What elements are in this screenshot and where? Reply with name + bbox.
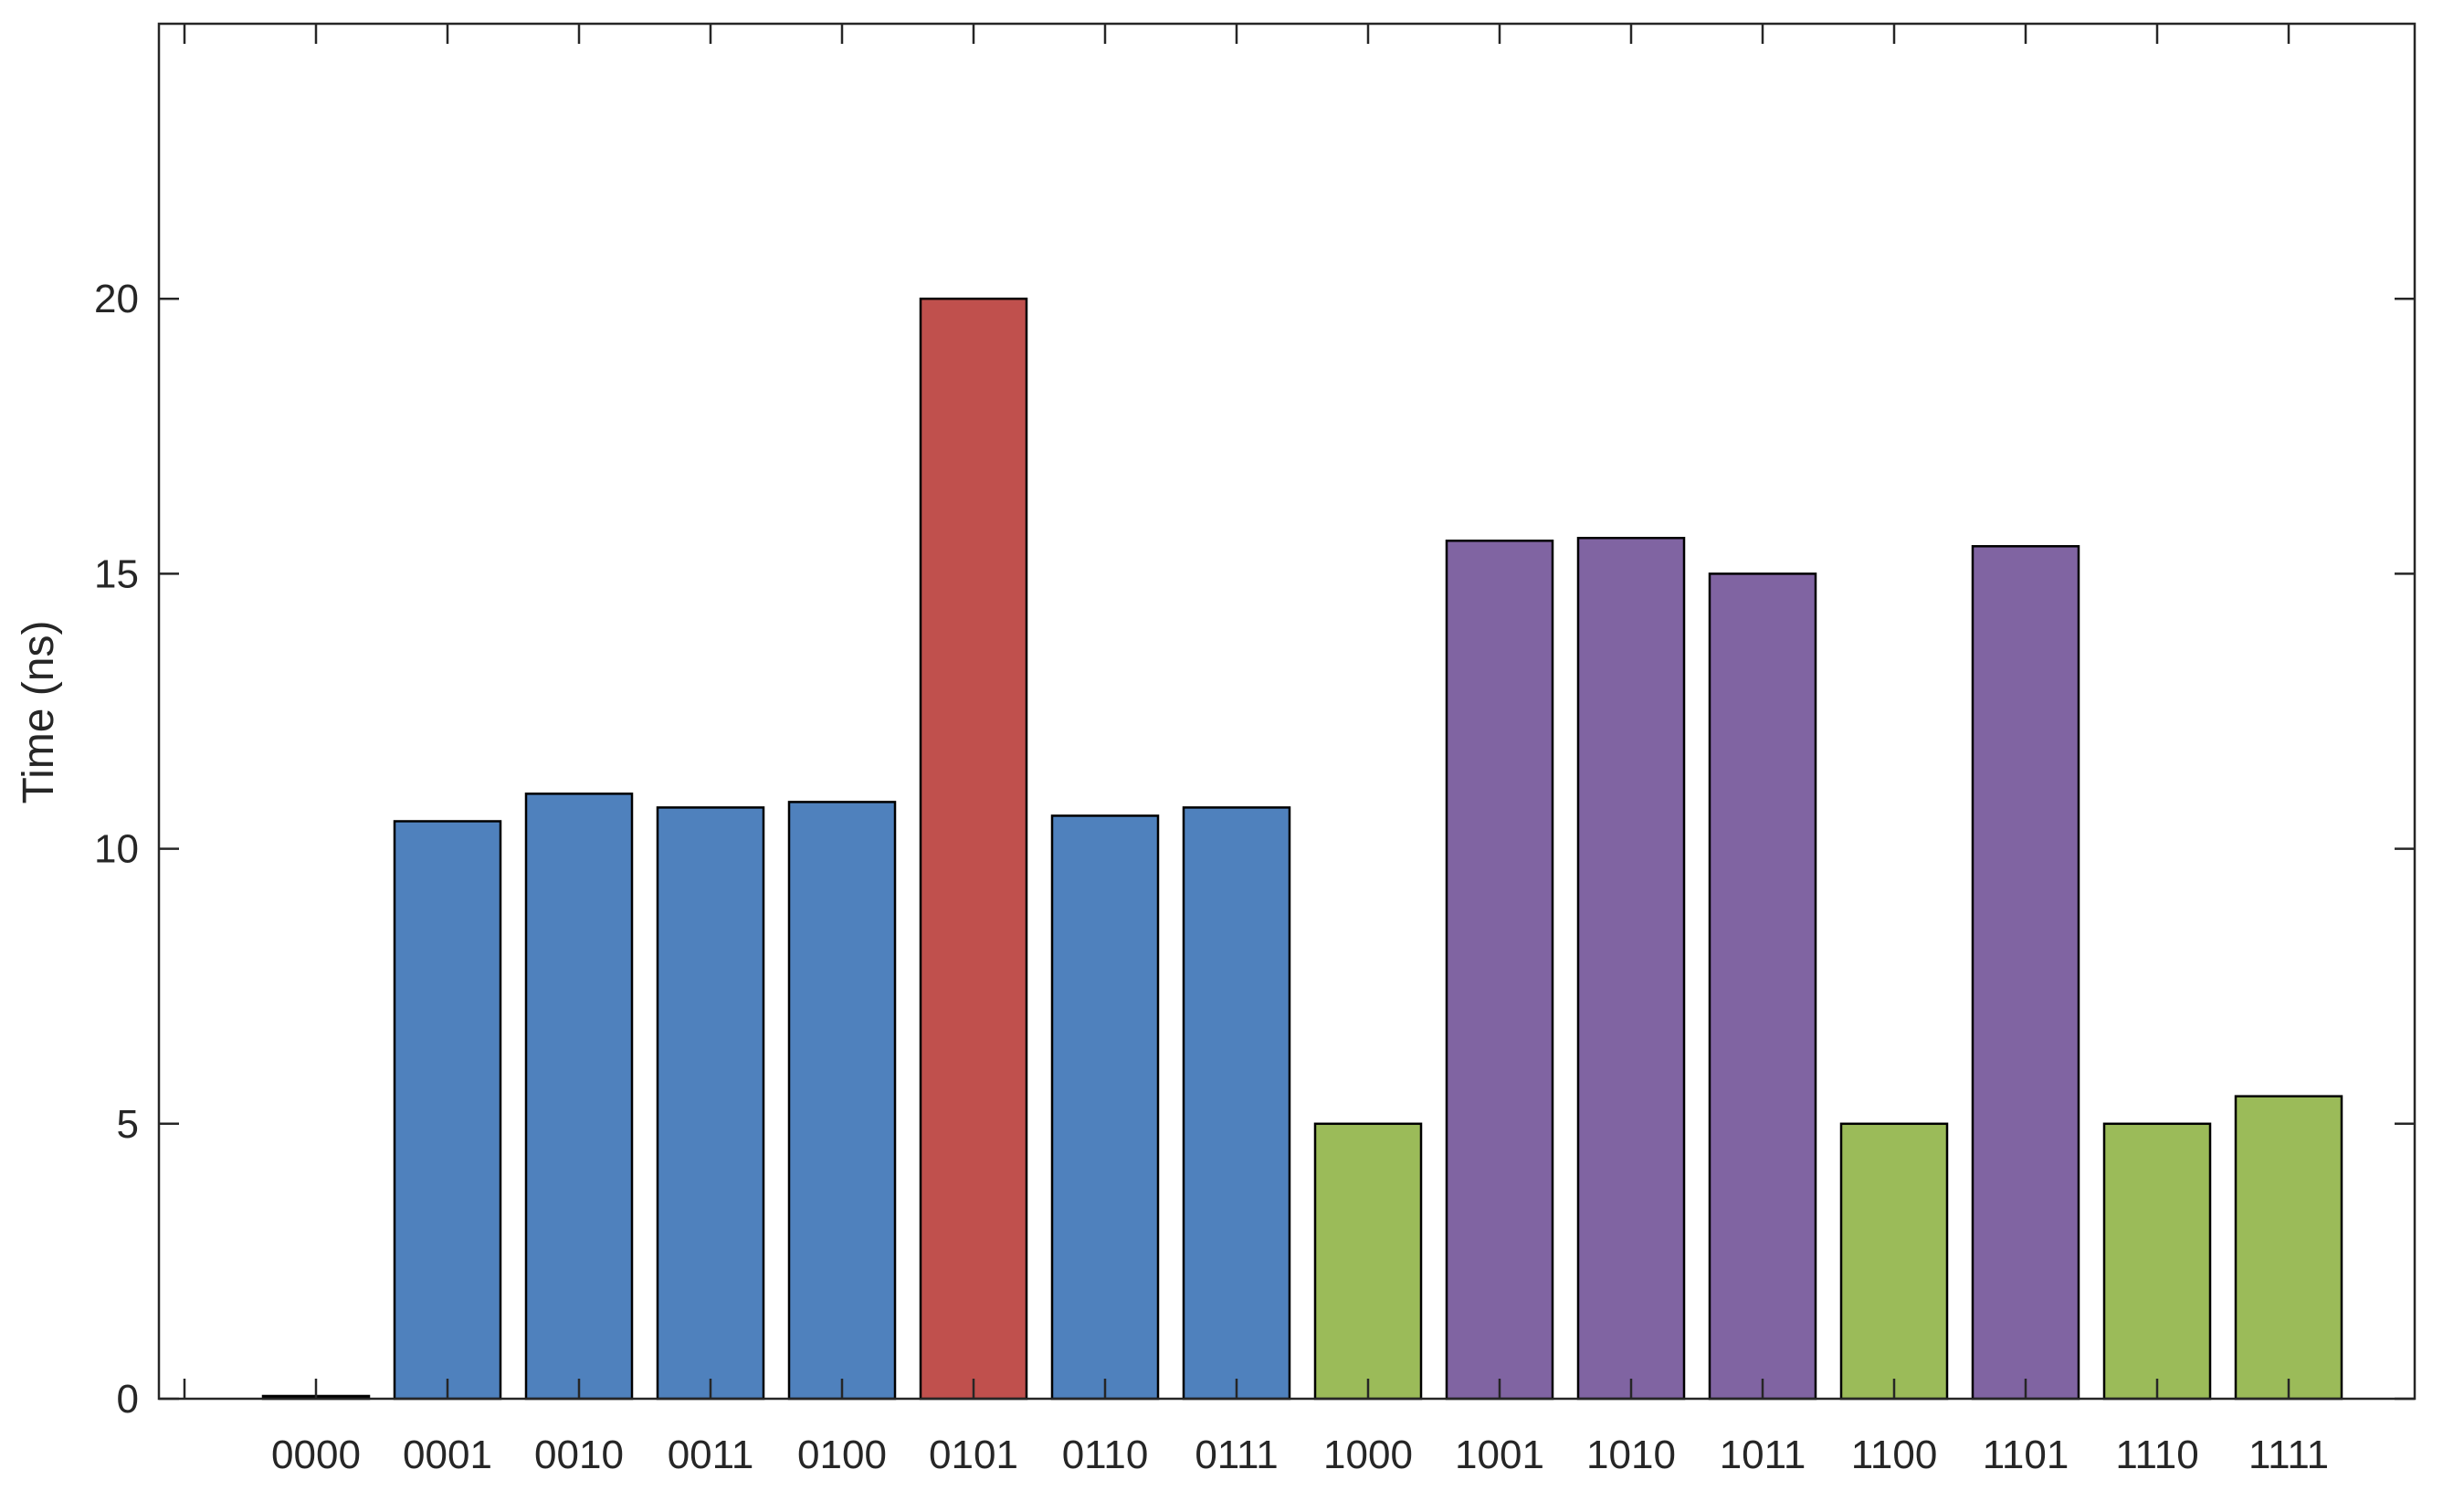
- x-tick-label: 1001: [1455, 1433, 1544, 1477]
- labels-layer: 0 5 10 15 20 0000 0001 0010 0011 0100 0101 0110 0111…: [94, 277, 2329, 1477]
- bar-0110: [1050, 814, 1160, 1401]
- bar-0001: [393, 820, 502, 1401]
- x-tick-label: 1100: [1851, 1433, 1938, 1477]
- x-tick-label: 0001: [403, 1433, 492, 1477]
- bar-0100: [787, 801, 897, 1401]
- x-tick-label: 1010: [1586, 1433, 1676, 1477]
- x-tick-label: 0100: [797, 1433, 887, 1477]
- x-tick-label: 0111: [1195, 1433, 1278, 1477]
- bar-0010: [524, 792, 634, 1401]
- bars-layer: [261, 297, 2343, 1401]
- bar-1000: [1313, 1122, 1423, 1401]
- x-tick-label: 0101: [929, 1433, 1018, 1477]
- x-tick-label: 0010: [534, 1433, 624, 1477]
- x-tick-label: 1011: [1720, 1433, 1806, 1477]
- x-tick-label: 0011: [668, 1433, 754, 1477]
- bar-1100: [1839, 1122, 1949, 1401]
- bar-1101: [1971, 545, 2080, 1401]
- y-tick-label: 0: [117, 1377, 139, 1422]
- x-tick-label: 1000: [1323, 1433, 1413, 1477]
- y-tick-label: 5: [117, 1102, 139, 1147]
- bar-0011: [656, 806, 765, 1401]
- x-tick-label: 0110: [1062, 1433, 1149, 1477]
- plot-frame: [157, 22, 2417, 1401]
- bar-1110: [2102, 1122, 2212, 1401]
- y-tick-label: 20: [94, 277, 139, 321]
- x-tick-label: 1101: [1983, 1433, 2069, 1477]
- bar-1001: [1445, 540, 1554, 1401]
- bar-1010: [1576, 536, 1686, 1401]
- y-axis-title: Time (ns): [15, 621, 63, 804]
- bar-1011: [1708, 572, 1817, 1401]
- x-tick-label: 1110: [2115, 1433, 2198, 1477]
- bar-0111: [1182, 806, 1291, 1401]
- y-tick-label: 10: [94, 827, 139, 872]
- x-tick-label: 0000: [271, 1433, 361, 1477]
- x-tick-label: 1111: [2248, 1433, 2329, 1477]
- y-tick-label: 15: [94, 551, 139, 596]
- bar-0101: [919, 297, 1028, 1401]
- bar-1111: [2234, 1095, 2343, 1401]
- axes-layer: [157, 22, 2417, 1401]
